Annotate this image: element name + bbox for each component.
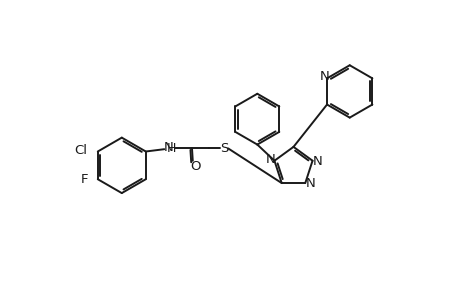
- Text: F: F: [81, 173, 88, 187]
- Text: N: N: [319, 70, 329, 83]
- Text: H: H: [166, 142, 176, 155]
- Text: S: S: [220, 142, 228, 155]
- Text: N: N: [305, 177, 315, 190]
- Text: N: N: [163, 141, 173, 154]
- Text: Cl: Cl: [74, 144, 87, 157]
- Text: O: O: [190, 160, 201, 172]
- Text: N: N: [313, 155, 322, 168]
- Text: N: N: [265, 153, 275, 167]
